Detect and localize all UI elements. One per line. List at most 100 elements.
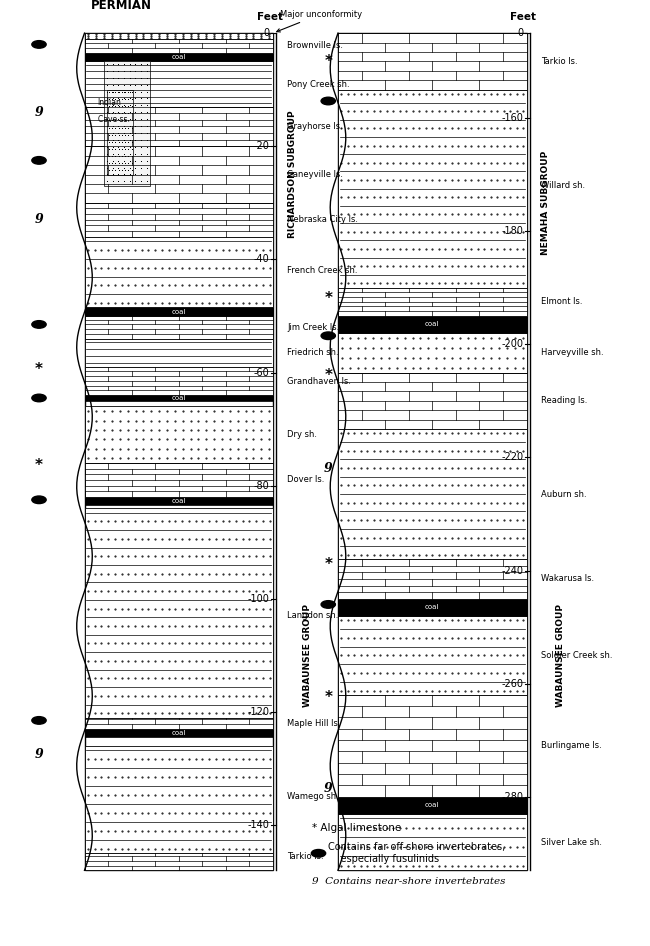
Ellipse shape (32, 496, 46, 503)
Bar (338, 316, 526, 333)
Bar (84, 463, 273, 497)
Text: *: * (324, 368, 332, 383)
Text: -120: -120 (248, 707, 270, 717)
Text: Soldier Creek sh.: Soldier Creek sh. (541, 651, 612, 660)
Text: NEMAHA SUBGROUP: NEMAHA SUBGROUP (541, 150, 551, 254)
Text: coal: coal (425, 322, 439, 327)
Text: 9: 9 (34, 106, 44, 119)
Bar (84, 39, 273, 53)
Ellipse shape (32, 157, 46, 165)
Bar (84, 339, 273, 367)
Text: coal: coal (425, 604, 439, 610)
Bar (84, 307, 273, 316)
Text: coal: coal (172, 395, 186, 401)
Ellipse shape (32, 321, 46, 328)
Text: *: * (35, 459, 43, 473)
Text: Feet: Feet (510, 11, 536, 22)
Text: Cave ss.: Cave ss. (98, 115, 129, 124)
Bar (84, 497, 273, 505)
Text: coal: coal (172, 499, 186, 504)
Text: Grayhorse ls.: Grayhorse ls. (287, 122, 343, 131)
Text: French Creek sh.: French Creek sh. (287, 266, 358, 275)
Text: -60: -60 (254, 367, 270, 377)
Bar (84, 853, 273, 870)
Bar (338, 814, 526, 870)
Text: Indian: Indian (98, 98, 122, 107)
Text: Willard sh.: Willard sh. (541, 182, 585, 190)
Text: coal: coal (425, 802, 439, 808)
Bar (338, 33, 526, 870)
Text: *: * (324, 557, 332, 572)
Text: Burlingame ls.: Burlingame ls. (541, 742, 601, 750)
Ellipse shape (32, 394, 46, 402)
Ellipse shape (321, 332, 335, 340)
Text: -160: -160 (501, 113, 523, 123)
Text: Reading ls.: Reading ls. (541, 396, 587, 405)
Bar (84, 367, 273, 395)
Text: Grandhaven ls.: Grandhaven ls. (287, 377, 351, 386)
Bar (84, 745, 273, 853)
Bar (84, 718, 273, 729)
Text: Contains far off-shore invertebrates,
    especially fusulinids: Contains far off-shore invertebrates, es… (328, 843, 506, 864)
Bar (84, 147, 273, 202)
Text: -100: -100 (248, 594, 270, 604)
Bar (338, 90, 526, 288)
Text: Auburn sh.: Auburn sh. (541, 490, 586, 499)
Text: WABAUNSEE GROUP: WABAUNSEE GROUP (556, 604, 566, 707)
Bar (84, 33, 273, 39)
Text: -260: -260 (501, 678, 523, 689)
Text: -140: -140 (248, 820, 270, 830)
Bar (338, 333, 526, 373)
Bar (84, 236, 273, 307)
Text: Wakarusa ls.: Wakarusa ls. (541, 574, 594, 584)
Text: Jim Creek ls.: Jim Creek ls. (287, 323, 339, 332)
Bar (107, 90, 133, 174)
Bar (84, 53, 273, 61)
Text: *: * (35, 362, 43, 377)
Ellipse shape (321, 601, 335, 608)
Text: Feet: Feet (257, 11, 283, 22)
Ellipse shape (311, 850, 326, 857)
Bar (84, 729, 273, 737)
Text: -240: -240 (501, 566, 523, 575)
Text: -200: -200 (501, 340, 523, 349)
Text: 9: 9 (324, 463, 333, 475)
Text: coal: coal (172, 308, 186, 315)
Text: Tarkio ls.: Tarkio ls. (541, 57, 577, 66)
Text: Wamego sh.: Wamego sh. (287, 793, 339, 801)
Bar (84, 107, 273, 147)
Bar (338, 616, 526, 695)
Text: PERMIAN: PERMIAN (91, 0, 152, 12)
Bar (84, 61, 273, 107)
Text: Brownville ls.: Brownville ls. (287, 41, 343, 50)
Text: 9: 9 (324, 781, 333, 795)
Text: coal: coal (172, 730, 186, 736)
Text: -180: -180 (501, 226, 523, 236)
Text: -40: -40 (254, 254, 270, 264)
Text: Major unconformity: Major unconformity (277, 9, 361, 32)
Bar (338, 797, 526, 814)
Text: 9: 9 (34, 213, 44, 226)
Ellipse shape (321, 97, 335, 105)
Text: 0: 0 (264, 28, 270, 38)
Bar (338, 373, 526, 429)
Text: -220: -220 (501, 452, 523, 463)
Bar (104, 61, 150, 185)
Text: *: * (324, 291, 332, 307)
Text: RICHARDSON SUBGROUP: RICHARDSON SUBGROUP (288, 111, 297, 238)
Text: Dover ls.: Dover ls. (287, 476, 325, 484)
Text: -280: -280 (501, 792, 523, 802)
Bar (84, 395, 273, 401)
Bar (338, 559, 526, 599)
Bar (338, 429, 526, 559)
Text: -20: -20 (254, 141, 270, 151)
Text: * Algal limestone: * Algal limestone (312, 823, 401, 832)
Ellipse shape (32, 41, 46, 48)
Text: Caneyville ls.: Caneyville ls. (287, 170, 343, 179)
Bar (84, 508, 273, 718)
Text: 0: 0 (517, 28, 523, 38)
Text: 9: 9 (34, 748, 44, 761)
Text: Nebraska City ls.: Nebraska City ls. (287, 216, 358, 224)
Bar (338, 288, 526, 316)
Ellipse shape (32, 717, 46, 725)
